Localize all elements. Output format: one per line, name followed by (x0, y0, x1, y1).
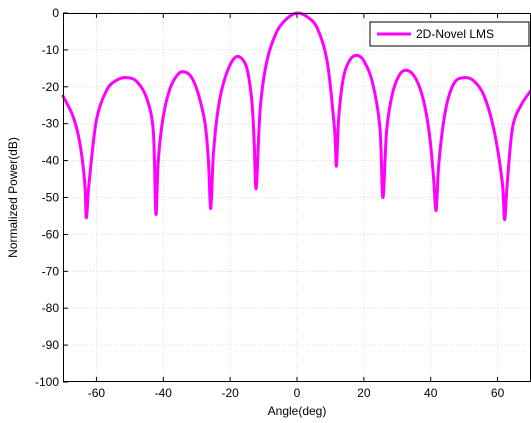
x-tick-label: 60 (491, 386, 505, 400)
x-tick-label: -20 (221, 386, 239, 400)
y-tick-label: -20 (42, 80, 60, 94)
x-tick-label: 20 (357, 386, 371, 400)
axis-ticks (63, 12, 499, 383)
y-tick-label: -60 (42, 227, 60, 241)
legend-entry-label: 2D-Novel LMS (416, 27, 494, 41)
y-tick-label: 0 (52, 6, 59, 20)
x-tick-label: -60 (88, 386, 106, 400)
x-tick-labels: -60 -40 -20 0 20 40 60 (88, 386, 505, 400)
y-tick-label: -10 (42, 43, 60, 57)
y-tick-label: -40 (42, 154, 60, 168)
x-tick-label: 0 (294, 386, 301, 400)
grid (63, 12, 531, 383)
y-tick-label: -50 (42, 191, 60, 205)
y-tick-labels: 0 -10 -20 -30 -40 -50 -60 -70 -80 -90 -100 (35, 6, 59, 389)
x-axis-title: Angle(deg) (268, 404, 327, 418)
y-tick-label: -30 (42, 117, 60, 131)
y-tick-label: -90 (42, 338, 60, 352)
legend: 2D-Novel LMS (369, 21, 530, 47)
y-tick-label: -70 (42, 264, 60, 278)
series-line-2d-novel-lms (61, 11, 531, 222)
x-tick-label: -40 (155, 386, 173, 400)
y-axis-title: Normalized Power(dB) (6, 137, 20, 258)
y-tick-label: -80 (42, 301, 60, 315)
y-tick-label: -100 (35, 375, 59, 389)
x-tick-label: 40 (424, 386, 438, 400)
